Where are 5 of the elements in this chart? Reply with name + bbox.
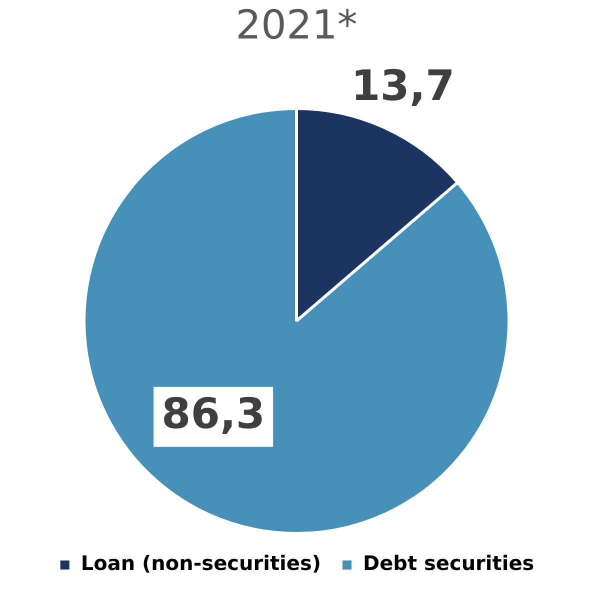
data-label: 13,7 <box>351 61 455 110</box>
chart-title: 2021* <box>236 2 358 48</box>
data-label: 86,3 <box>161 388 266 438</box>
legend-label: Debt securities <box>362 551 534 576</box>
legend-label: Loan (non-securities) <box>80 551 321 576</box>
